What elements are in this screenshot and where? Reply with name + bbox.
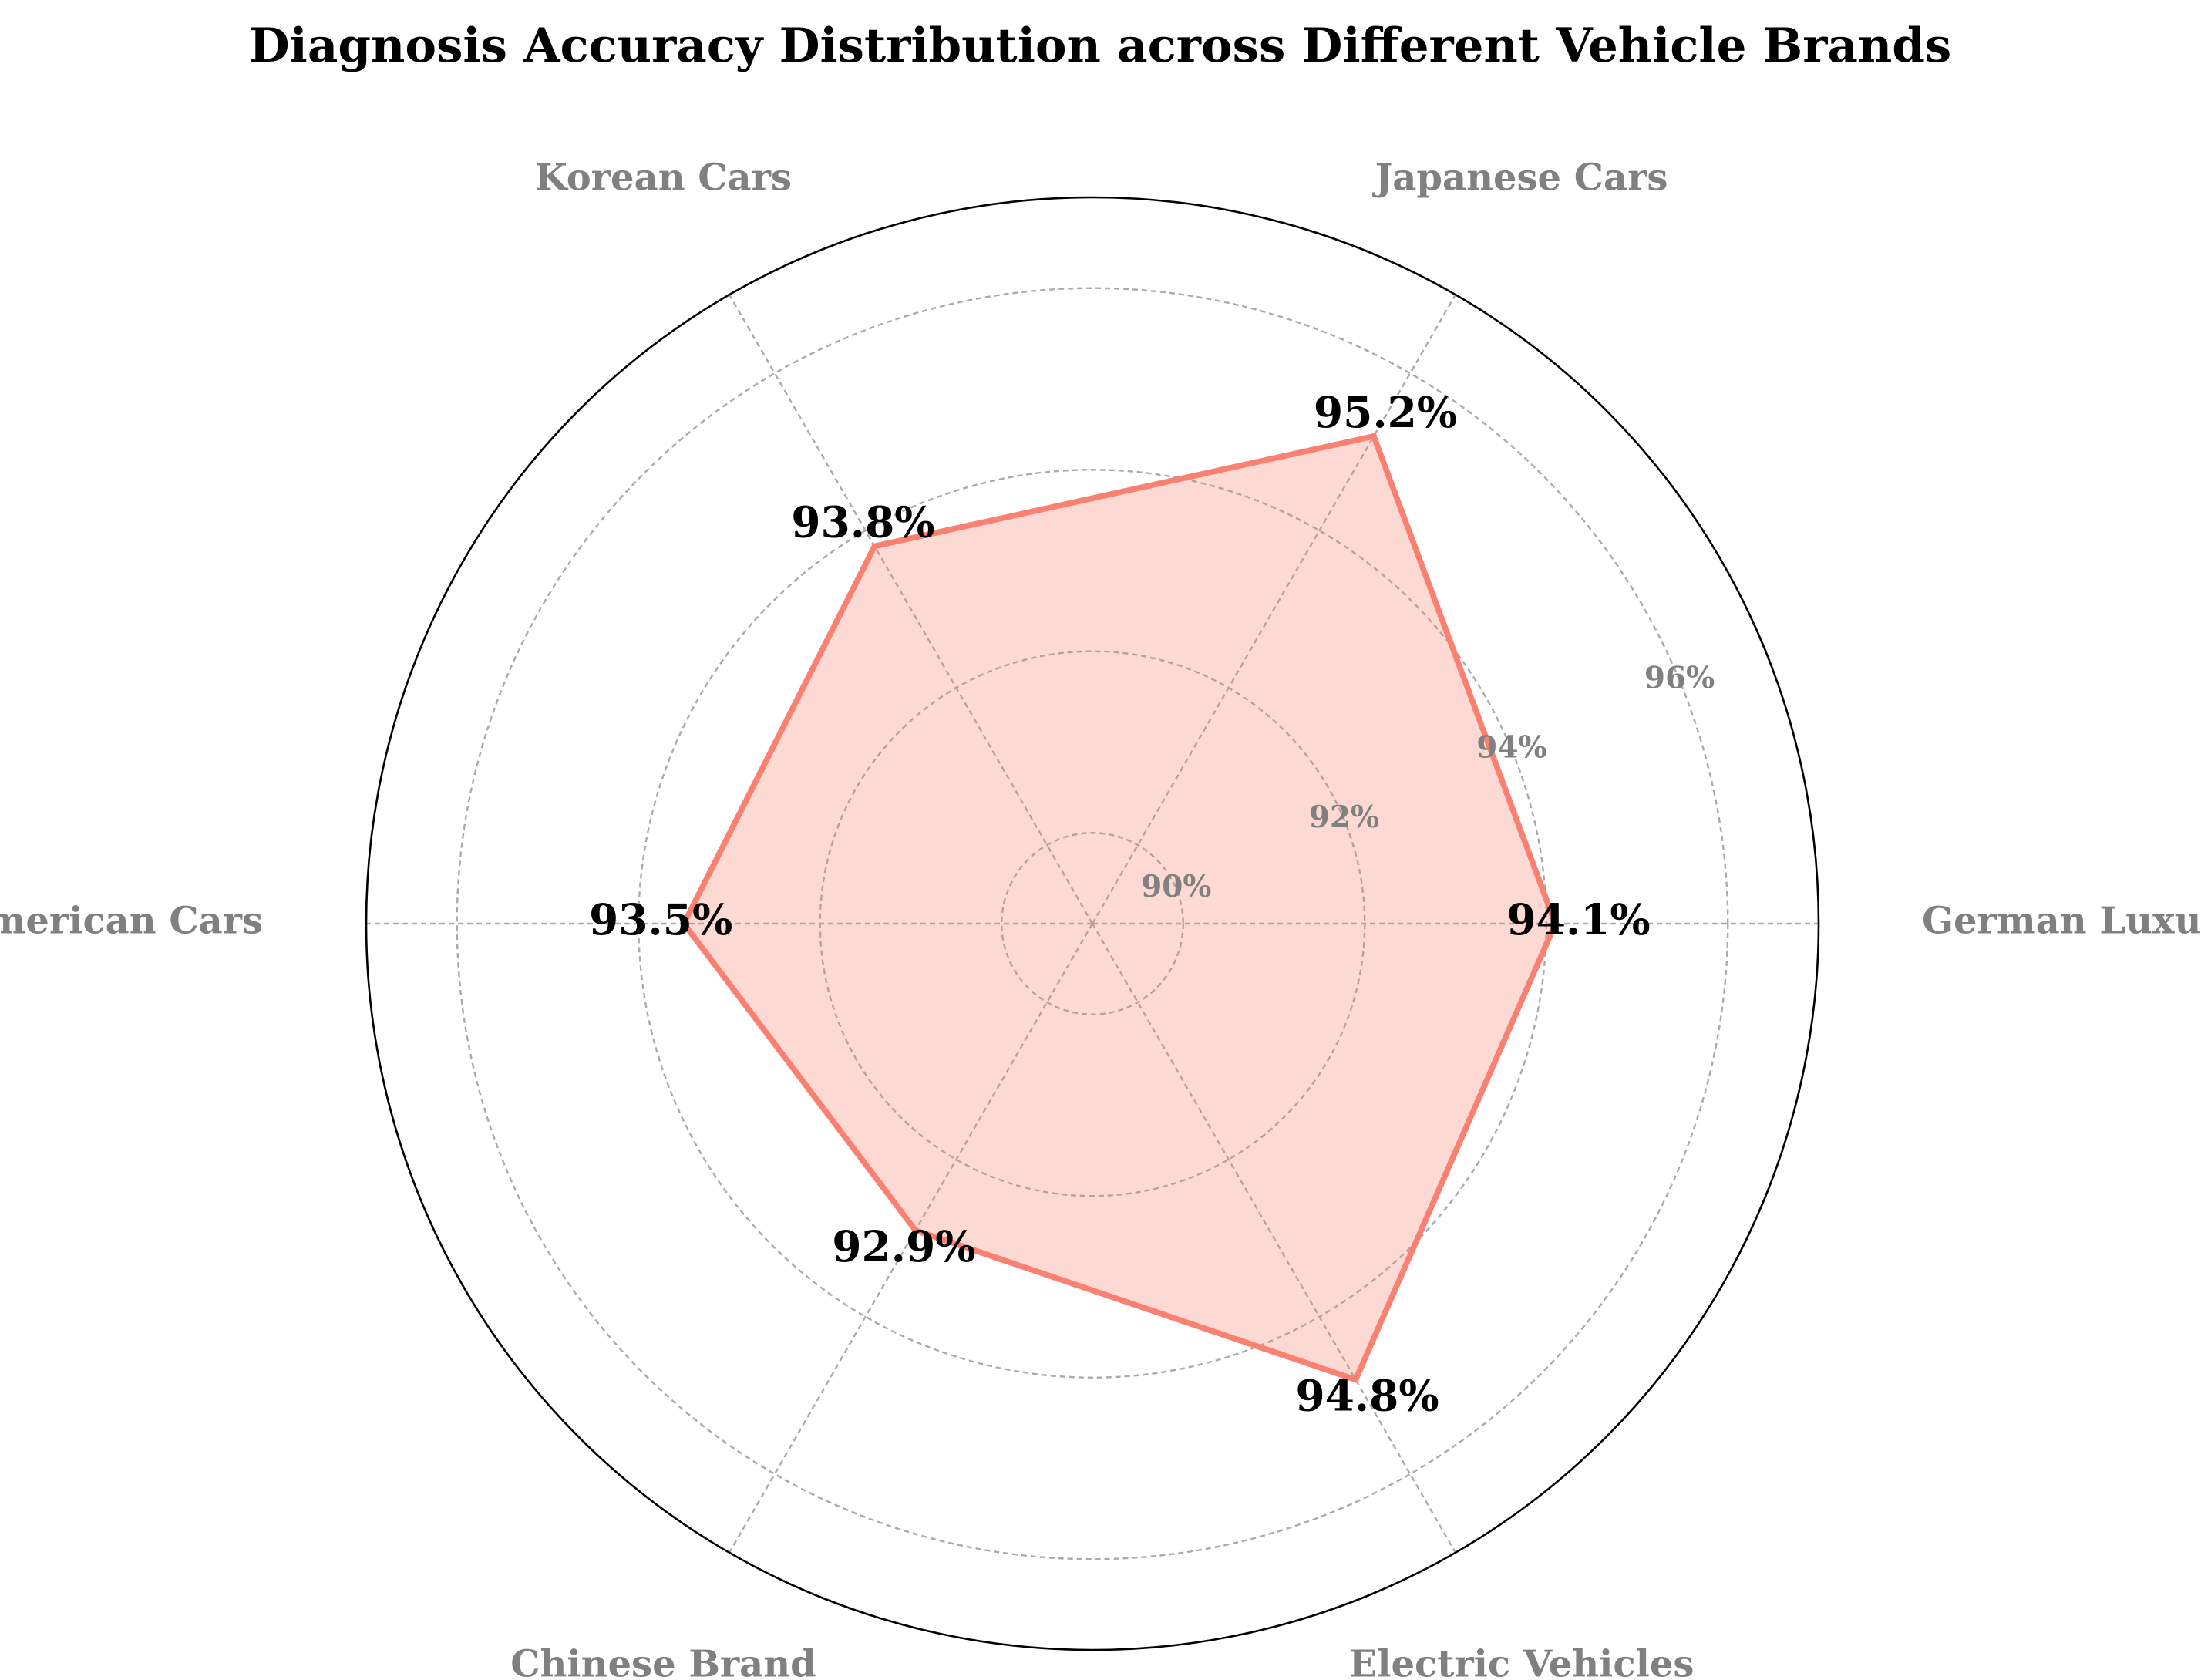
value-label: 93.5%	[589, 894, 732, 944]
outer-circle	[365, 196, 1820, 1651]
value-label: 95.2%	[1314, 387, 1457, 437]
radial-tick-label: 94%	[1476, 730, 1546, 766]
category-label: Japanese Cars	[1372, 157, 1668, 200]
label-layer: 90% 92% 94% 96% German Luxury Japanese Cars Ko…	[0, 157, 2201, 1680]
data-point	[681, 921, 688, 927]
data-point	[1552, 921, 1559, 927]
spoke-line	[728, 294, 1094, 924]
category-label: Electric Vehicles	[1349, 1642, 1695, 1680]
chart-title: Diagnosis Accuracy Distribution across D…	[249, 19, 1951, 73]
category-label: German Luxury	[1922, 900, 2201, 943]
series-area	[684, 436, 1556, 1380]
category-label: Korean Cars	[535, 157, 792, 200]
value-label: 93.8%	[791, 497, 934, 547]
radial-gridline-90%	[1001, 832, 1184, 1015]
spoke-line	[1091, 294, 1457, 924]
radial-tick-label: 90%	[1141, 869, 1211, 904]
radial-tick-label: 92%	[1309, 800, 1379, 835]
value-label: 92.9%	[832, 1221, 975, 1271]
spoke-line	[1091, 923, 1457, 1554]
radial-tick-label: 96%	[1644, 661, 1715, 696]
spoke-line	[728, 923, 1094, 1554]
grid-layer	[365, 196, 1820, 1651]
category-label: American Cars	[0, 900, 263, 943]
series-layer	[680, 433, 1559, 1384]
radial-gridline-96%	[456, 287, 1729, 1560]
value-label: 94.8%	[1295, 1371, 1439, 1421]
data-point	[912, 1227, 919, 1234]
value-label: 94.1%	[1506, 894, 1650, 944]
data-point	[1352, 1376, 1359, 1383]
data-point	[871, 543, 878, 550]
data-point	[1371, 433, 1378, 439]
category-label: Chinese Brand	[510, 1642, 816, 1680]
